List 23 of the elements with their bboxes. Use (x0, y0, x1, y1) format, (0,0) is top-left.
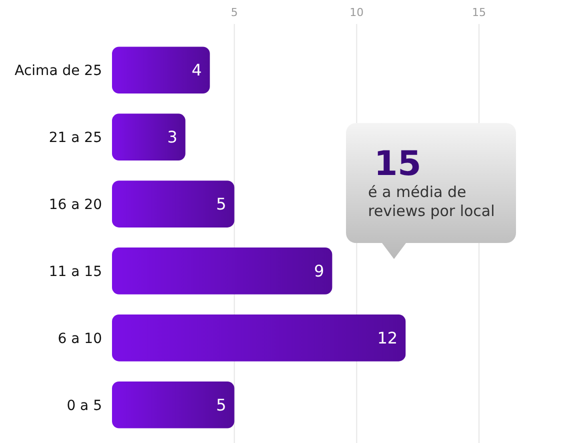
annotation: 15 (374, 144, 422, 184)
y-tick-label: Acima de 25 (14, 63, 102, 80)
data-label: 9 (314, 262, 324, 281)
data-label: 12 (377, 328, 398, 348)
y-tick-label: 21 a 25 (48, 130, 102, 146)
bar (112, 180, 234, 228)
annotation: é a média de reviews por local (368, 183, 495, 220)
data-label: 5 (216, 395, 226, 414)
bar (112, 114, 186, 161)
bar (112, 248, 332, 294)
bar (112, 46, 210, 94)
data-label: 4 (192, 60, 202, 80)
data-label: 3 (167, 128, 178, 147)
y-tick-label: 11 a 15 (48, 264, 102, 280)
data-label: 5 (216, 194, 226, 214)
y-tick-label: 0 a 5 (66, 398, 102, 414)
x-tick-label: 15 (472, 6, 486, 19)
bar (112, 314, 406, 362)
y-tick-label: 16 a 20 (48, 196, 102, 213)
y-tick-label: 6 a 10 (58, 330, 102, 347)
x-tick-label: 10 (350, 6, 364, 19)
x-tick-label: 5 (230, 6, 238, 19)
bar (112, 381, 234, 428)
